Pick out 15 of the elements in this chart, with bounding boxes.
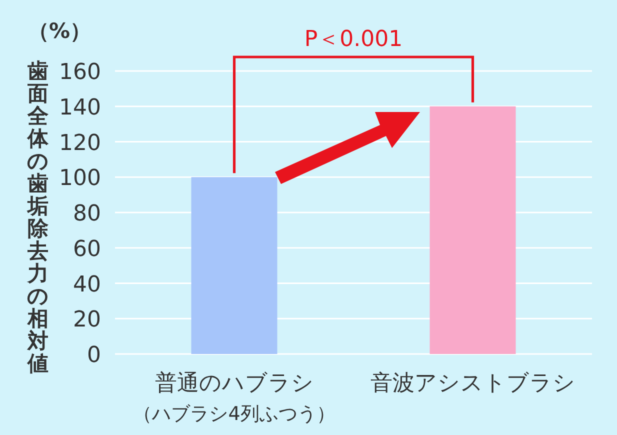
x-tick-label: 普通のハブラシ bbox=[154, 371, 314, 396]
y-tick-label: 120 bbox=[59, 130, 101, 156]
y-tick-label: 0 bbox=[87, 343, 101, 368]
y-tick-label: 20 bbox=[73, 308, 101, 333]
text: （ハブラシ4列ふつう） bbox=[133, 403, 336, 425]
x-tick-label: 音波アシストブラシ bbox=[370, 371, 576, 396]
y-tick-label: 40 bbox=[73, 272, 101, 298]
y-tick-label: 140 bbox=[59, 95, 101, 120]
y-tick-label: 100 bbox=[59, 166, 101, 192]
text: P＜0.001 bbox=[304, 27, 403, 52]
y-tick-label: 80 bbox=[73, 202, 101, 226]
y-tick-label: 60 bbox=[73, 236, 101, 262]
y-tick-label: 160 bbox=[59, 60, 101, 85]
y-axis-title: 歯面全体の歯垢除去力の相対値 bbox=[27, 59, 49, 376]
text: （%） bbox=[28, 19, 92, 43]
